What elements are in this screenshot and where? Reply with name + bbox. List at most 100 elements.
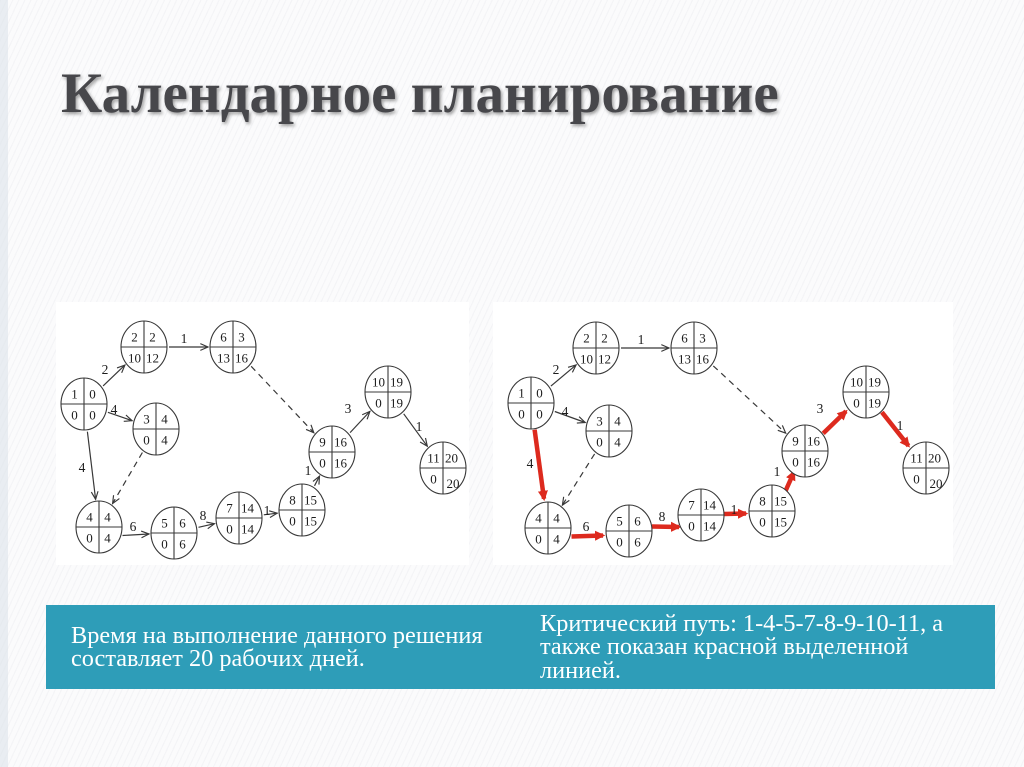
svg-text:8: 8 (289, 493, 296, 508)
svg-text:20: 20 (928, 451, 941, 466)
svg-text:4: 4 (535, 511, 542, 526)
svg-text:0: 0 (226, 522, 233, 537)
svg-text:4: 4 (614, 414, 621, 429)
svg-text:3: 3 (238, 330, 245, 345)
svg-text:1: 1 (638, 332, 645, 347)
svg-text:12: 12 (598, 352, 611, 367)
svg-text:0: 0 (89, 408, 96, 423)
svg-text:1: 1 (731, 502, 738, 517)
svg-text:9: 9 (792, 434, 799, 449)
svg-text:3: 3 (345, 401, 352, 416)
svg-text:4: 4 (553, 532, 560, 547)
svg-text:0: 0 (853, 396, 860, 411)
svg-text:2: 2 (583, 331, 590, 346)
svg-text:2: 2 (102, 362, 109, 377)
svg-text:0: 0 (518, 407, 525, 422)
svg-text:0: 0 (536, 386, 543, 401)
svg-text:16: 16 (807, 455, 821, 470)
svg-text:16: 16 (235, 351, 249, 366)
svg-text:0: 0 (913, 472, 920, 487)
svg-text:6: 6 (220, 330, 227, 345)
svg-text:0: 0 (535, 532, 542, 547)
svg-text:6: 6 (583, 519, 590, 534)
svg-text:6: 6 (634, 535, 641, 550)
svg-text:14: 14 (703, 519, 717, 534)
svg-text:6: 6 (179, 516, 186, 531)
svg-text:3: 3 (596, 414, 603, 429)
svg-text:1: 1 (181, 331, 188, 346)
svg-text:10: 10 (580, 352, 593, 367)
svg-text:15: 15 (304, 514, 317, 529)
svg-text:19: 19 (868, 396, 881, 411)
svg-text:0: 0 (161, 537, 168, 552)
svg-text:3: 3 (699, 331, 706, 346)
svg-text:2: 2 (601, 331, 608, 346)
svg-text:4: 4 (161, 412, 168, 427)
svg-text:4: 4 (86, 510, 93, 525)
svg-text:4: 4 (562, 404, 569, 419)
svg-text:11: 11 (910, 451, 923, 466)
svg-text:15: 15 (774, 494, 787, 509)
svg-text:0: 0 (143, 433, 150, 448)
svg-text:20: 20 (447, 476, 460, 491)
svg-text:0: 0 (86, 531, 93, 546)
svg-text:4: 4 (104, 510, 111, 525)
svg-text:6: 6 (681, 331, 688, 346)
svg-text:7: 7 (688, 498, 695, 513)
svg-text:20: 20 (930, 476, 943, 491)
svg-text:3: 3 (817, 401, 824, 416)
svg-text:15: 15 (774, 515, 787, 530)
svg-text:4: 4 (111, 402, 118, 417)
svg-text:19: 19 (390, 375, 403, 390)
svg-text:16: 16 (807, 434, 821, 449)
svg-text:10: 10 (372, 375, 385, 390)
svg-text:13: 13 (678, 352, 691, 367)
svg-text:8: 8 (759, 494, 766, 509)
svg-text:0: 0 (319, 456, 326, 471)
svg-text:16: 16 (696, 352, 710, 367)
svg-text:8: 8 (659, 509, 666, 524)
svg-text:13: 13 (217, 351, 230, 366)
svg-text:1: 1 (416, 419, 423, 434)
svg-text:10: 10 (128, 351, 141, 366)
svg-text:1: 1 (305, 463, 312, 478)
svg-text:0: 0 (289, 514, 296, 529)
svg-text:0: 0 (536, 407, 543, 422)
svg-text:19: 19 (390, 396, 403, 411)
svg-text:0: 0 (792, 455, 799, 470)
svg-text:0: 0 (375, 396, 382, 411)
svg-text:0: 0 (89, 387, 96, 402)
svg-text:4: 4 (104, 531, 111, 546)
svg-text:15: 15 (304, 493, 317, 508)
svg-text:6: 6 (130, 519, 137, 534)
svg-text:16: 16 (334, 435, 348, 450)
svg-text:20: 20 (445, 451, 458, 466)
svg-text:0: 0 (596, 435, 603, 450)
svg-text:19: 19 (868, 375, 881, 390)
svg-text:1: 1 (264, 503, 271, 518)
svg-text:7: 7 (226, 501, 233, 516)
svg-text:14: 14 (703, 498, 717, 513)
svg-text:11: 11 (427, 451, 440, 466)
svg-text:12: 12 (146, 351, 159, 366)
svg-text:4: 4 (527, 456, 534, 471)
svg-text:2: 2 (149, 330, 156, 345)
svg-text:1: 1 (71, 387, 78, 402)
svg-text:1: 1 (897, 418, 904, 433)
svg-text:0: 0 (688, 519, 695, 534)
svg-text:4: 4 (161, 433, 168, 448)
svg-text:0: 0 (616, 535, 623, 550)
svg-text:5: 5 (616, 514, 623, 529)
svg-text:0: 0 (430, 472, 437, 487)
svg-text:4: 4 (614, 435, 621, 450)
svg-text:3: 3 (143, 412, 150, 427)
svg-text:2: 2 (131, 330, 138, 345)
svg-text:5: 5 (161, 516, 168, 531)
svg-text:9: 9 (319, 435, 326, 450)
svg-text:14: 14 (241, 501, 255, 516)
svg-text:1: 1 (518, 386, 525, 401)
svg-text:14: 14 (241, 522, 255, 537)
svg-text:4: 4 (79, 460, 86, 475)
svg-text:0: 0 (71, 408, 78, 423)
svg-text:1: 1 (774, 464, 781, 479)
